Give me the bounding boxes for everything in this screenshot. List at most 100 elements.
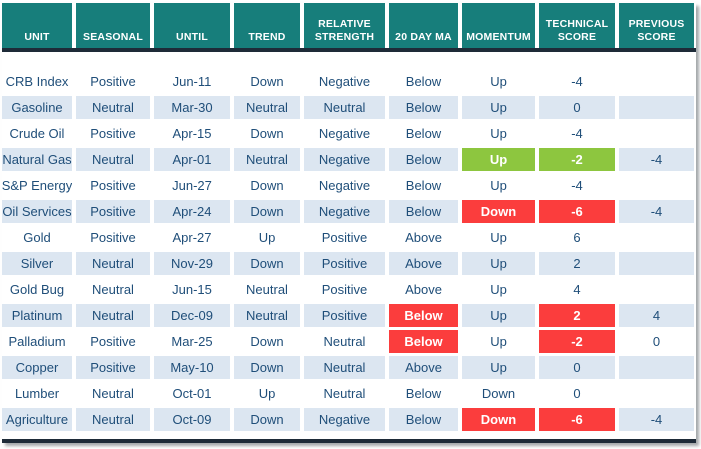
cell-unit: Gasoline <box>2 96 72 119</box>
cell-technical_score: 0 <box>539 382 615 405</box>
cell-ma_20day: Below <box>389 408 458 431</box>
cell-unit: Palladium <box>2 330 72 353</box>
cell-until: Apr-01 <box>154 148 230 171</box>
cell-previous_score <box>619 122 694 145</box>
cell-technical_score: 2 <box>539 252 615 275</box>
cell-relative_strength: Neutral <box>304 330 385 353</box>
cell-ma_20day: Below <box>389 330 458 353</box>
table-row-agriculture: Agriculture Neutral Oct-09 Down Negative Belo… <box>2 408 696 431</box>
cell-unit: Natural Gas <box>2 148 72 171</box>
cell-seasonal: Positive <box>76 330 150 353</box>
table-body: CRB Index Positive Jun-11 Down Negative Below… <box>2 70 696 431</box>
cell-seasonal: Positive <box>76 200 150 223</box>
cell-trend: Neutral <box>234 96 300 119</box>
cell-momentum: Up <box>462 330 535 353</box>
cell-trend: Down <box>234 70 300 93</box>
cell-momentum: Up <box>462 122 535 145</box>
cell-trend: Down <box>234 122 300 145</box>
cell-previous_score: -4 <box>619 148 694 171</box>
cell-previous_score: -4 <box>619 200 694 223</box>
cell-previous_score <box>619 96 694 119</box>
cell-unit: Platinum <box>2 304 72 327</box>
cell-relative_strength: Negative <box>304 408 385 431</box>
top-spacer <box>2 52 696 70</box>
cell-relative_strength: Positive <box>304 304 385 327</box>
cell-ma_20day: Below <box>389 174 458 197</box>
cell-until: Mar-30 <box>154 96 230 119</box>
cell-momentum: Up <box>462 278 535 301</box>
cell-previous_score <box>619 382 694 405</box>
cell-momentum: Up <box>462 226 535 249</box>
cell-technical_score: -4 <box>539 122 615 145</box>
cell-trend: Down <box>234 356 300 379</box>
cell-seasonal: Neutral <box>76 278 150 301</box>
cell-ma_20day: Below <box>389 382 458 405</box>
table-row-gold-bug: Gold Bug Neutral Jun-15 Neutral Positive Abov… <box>2 278 696 301</box>
cell-previous_score <box>619 278 694 301</box>
cell-seasonal: Neutral <box>76 408 150 431</box>
cell-until: Dec-09 <box>154 304 230 327</box>
cell-unit: Oil Services <box>2 200 72 223</box>
column-header-until: UNTIL <box>154 3 230 48</box>
cell-previous_score <box>619 356 694 379</box>
cell-until: Oct-09 <box>154 408 230 431</box>
cell-until: Nov-29 <box>154 252 230 275</box>
cell-relative_strength: Negative <box>304 200 385 223</box>
cell-seasonal: Positive <box>76 70 150 93</box>
cell-momentum: Down <box>462 382 535 405</box>
cell-until: Jun-15 <box>154 278 230 301</box>
cell-momentum: Down <box>462 408 535 431</box>
column-header-technical-score: TECHNICAL SCORE <box>539 3 615 48</box>
table-row-s-p-energy: S&P Energy Positive Jun-27 Down Negative Belo… <box>2 174 696 197</box>
cell-momentum: Up <box>462 70 535 93</box>
cell-previous_score: -4 <box>619 408 694 431</box>
table-row-crude-oil: Crude Oil Positive Apr-15 Down Negative Below… <box>2 122 696 145</box>
cell-trend: Up <box>234 226 300 249</box>
table-row-palladium: Palladium Positive Mar-25 Down Neutral Below U… <box>2 330 696 353</box>
column-header-relative-strength: RELATIVE STRENGTH <box>304 3 385 48</box>
cell-until: Jun-27 <box>154 174 230 197</box>
cell-ma_20day: Below <box>389 70 458 93</box>
cell-momentum: Up <box>462 148 535 171</box>
cell-previous_score: 4 <box>619 304 694 327</box>
table-row-crb-index: CRB Index Positive Jun-11 Down Negative Below… <box>2 70 696 93</box>
cell-previous_score <box>619 70 694 93</box>
cell-relative_strength: Neutral <box>304 382 385 405</box>
cell-unit: S&P Energy <box>2 174 72 197</box>
cell-momentum: Up <box>462 174 535 197</box>
cell-momentum: Down <box>462 200 535 223</box>
cell-previous_score <box>619 252 694 275</box>
cell-unit: Crude Oil <box>2 122 72 145</box>
cell-technical_score: 0 <box>539 356 615 379</box>
column-header-momentum: MOMENTUM <box>462 3 535 48</box>
table-row-gold: Gold Positive Apr-27 Up Positive Above Up 6 <box>2 226 696 249</box>
cell-unit: Gold Bug <box>2 278 72 301</box>
cell-relative_strength: Positive <box>304 252 385 275</box>
cell-previous_score <box>619 226 694 249</box>
cell-momentum: Up <box>462 304 535 327</box>
cell-trend: Up <box>234 382 300 405</box>
cell-seasonal: Neutral <box>76 304 150 327</box>
cell-momentum: Up <box>462 252 535 275</box>
cell-previous_score <box>619 174 694 197</box>
cell-ma_20day: Above <box>389 252 458 275</box>
cell-technical_score: 4 <box>539 278 615 301</box>
cell-technical_score: -4 <box>539 70 615 93</box>
cell-until: Apr-27 <box>154 226 230 249</box>
cell-ma_20day: Below <box>389 200 458 223</box>
bottom-border-line <box>2 439 696 443</box>
cell-technical_score: -6 <box>539 408 615 431</box>
cell-relative_strength: Negative <box>304 122 385 145</box>
cell-relative_strength: Neutral <box>304 356 385 379</box>
cell-technical_score: -2 <box>539 148 615 171</box>
cell-technical_score: -6 <box>539 200 615 223</box>
column-header-previous-score: PREVIOUS SCORE <box>619 3 694 48</box>
column-header-trend: TREND <box>234 3 300 48</box>
column-header-seasonal: SEASONAL <box>76 3 150 48</box>
cell-unit: Copper <box>2 356 72 379</box>
cell-until: Oct-01 <box>154 382 230 405</box>
table-row-natural-gas: Natural Gas Neutral Apr-01 Neutral Negative B… <box>2 148 696 171</box>
cell-technical_score: -4 <box>539 174 615 197</box>
table-header-row: UNIT SEASONAL UNTIL TREND RELATIVE STREN… <box>2 3 696 48</box>
cell-momentum: Up <box>462 356 535 379</box>
